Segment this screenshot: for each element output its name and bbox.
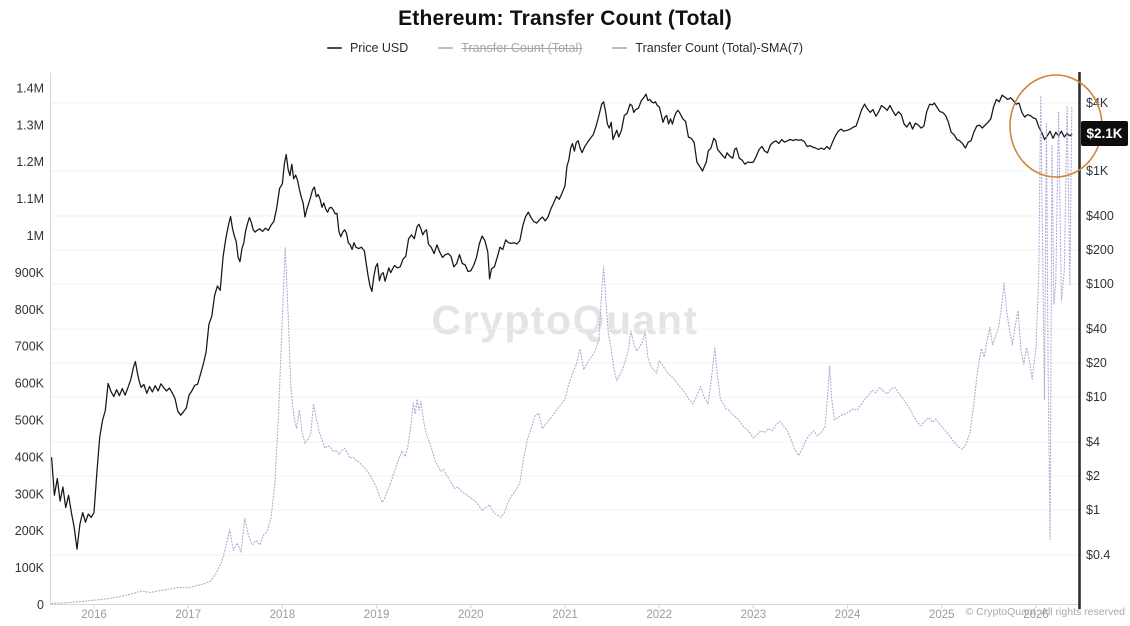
right-axis-label: $1K xyxy=(1086,164,1109,178)
x-axis-label: 2018 xyxy=(270,609,296,621)
left-axis-label: 1.3M xyxy=(16,118,44,132)
right-axis-label: $10 xyxy=(1086,390,1107,404)
x-axis-label: 2024 xyxy=(835,609,861,621)
left-axis-label: 1M xyxy=(27,229,44,243)
right-axis-label: $1 xyxy=(1086,503,1100,517)
left-axis-label: 500K xyxy=(15,414,45,428)
legend-label: Price USD xyxy=(349,41,409,55)
right-axis-label: $400 xyxy=(1086,209,1114,223)
right-axis-label: $20 xyxy=(1086,356,1107,370)
legend-label: Transfer Count (Total) xyxy=(461,41,583,55)
series-transfer-count-total-sma-7[interactable] xyxy=(51,95,1073,605)
left-axis-label: 1.1M xyxy=(16,192,44,206)
x-axis-label: 2020 xyxy=(458,609,484,621)
line-marker-icon xyxy=(438,47,454,49)
left-axis-label: 300K xyxy=(15,487,45,501)
series-price-usd[interactable] xyxy=(50,93,1073,550)
left-axis-label: 0 xyxy=(37,598,44,612)
left-axis-label: 200K xyxy=(15,524,45,538)
page-title: Ethereum: Transfer Count (Total) xyxy=(398,7,732,30)
right-axis-label: $4 xyxy=(1086,435,1100,449)
right-axis-label: $2 xyxy=(1086,469,1100,483)
right-axis-label: $0.4 xyxy=(1086,548,1110,562)
left-axis-label: 600K xyxy=(15,377,45,391)
line-marker-icon xyxy=(326,47,342,49)
left-axis-label: 900K xyxy=(15,266,45,280)
right-axis-label: $100 xyxy=(1086,277,1114,291)
x-axis-label: 2025 xyxy=(929,609,955,621)
x-axis-label: 2019 xyxy=(364,609,390,621)
x-axis-label: 2023 xyxy=(741,609,767,621)
x-axis-label: 2022 xyxy=(646,609,672,621)
legend-item-price-usd[interactable]: Price USD xyxy=(326,41,409,55)
legend-label: Transfer Count (Total)-SMA(7) xyxy=(635,41,804,55)
left-axis-label: 800K xyxy=(15,303,45,317)
left-axis-label: 100K xyxy=(15,561,45,575)
left-axis-label: 700K xyxy=(15,340,45,354)
copyright-text: © CryptoQuant. All rights reserved xyxy=(965,606,1125,618)
legend-item-transfer-count-sma[interactable]: Transfer Count (Total)-SMA(7) xyxy=(612,41,803,55)
x-axis-label: 2021 xyxy=(552,609,578,621)
x-axis-label: 2026 xyxy=(1023,609,1049,621)
left-axis-label: 400K xyxy=(15,450,45,464)
line-marker-icon xyxy=(612,47,628,49)
chart-legend: Price USD Transfer Count (Total) Transfe… xyxy=(0,41,1130,55)
x-axis-label: 2017 xyxy=(175,609,201,621)
legend-item-transfer-count[interactable]: Transfer Count (Total) xyxy=(438,41,582,55)
left-axis-label: 1.4M xyxy=(16,81,44,95)
last-price-badge: $2.1K xyxy=(1081,121,1128,146)
right-axis-label: $200 xyxy=(1086,243,1114,257)
right-axis-label: $40 xyxy=(1086,322,1107,336)
left-axis-label: 1.2M xyxy=(16,155,44,169)
cryptoquant-watermark: CryptoQuant xyxy=(431,297,699,343)
x-axis-label: 2016 xyxy=(81,609,107,621)
